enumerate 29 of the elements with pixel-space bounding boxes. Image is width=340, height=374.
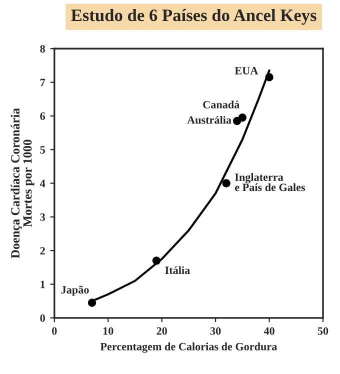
point [152,256,161,265]
point [222,179,230,188]
point [88,298,96,307]
point [238,114,247,122]
y-tick-label: 3 [40,213,45,221]
x-tick-label: 10 [103,327,114,335]
y-tick-label: 0 [40,314,45,322]
y-tick-label: 8 [40,45,46,53]
x-tick-label: 0 [52,327,57,335]
x-tick-label: 50 [318,327,328,335]
x-tick-label: 40 [264,327,274,335]
y-tick-label: 1 [40,280,45,288]
annotation: EUA [234,67,258,74]
annotation: Canadá [203,100,240,108]
x-tick-label: 20 [156,327,167,335]
annotation: Japão [61,286,89,296]
annotation: Inglaterra e País de Gales [235,173,306,192]
y-tick-label: 4 [40,180,46,188]
x-tick-label: 30 [210,327,221,335]
point [265,73,274,82]
y-tick-label: 6 [40,112,46,120]
x-axis-title: Percentagem de Calorias de Gordura [100,342,277,353]
annotation: Austrália [187,116,232,124]
y-tick-label: 2 [40,247,45,254]
y-tick-label: 5 [40,146,45,154]
annotation: Itália [165,266,190,274]
y-axis-title: Doença Cardíaca Coronária Mortes por 1000 [10,108,34,258]
y-tick-label: 7 [40,78,46,86]
chart-title: Estudo de 6 Países do Ancel Keys [71,8,316,25]
